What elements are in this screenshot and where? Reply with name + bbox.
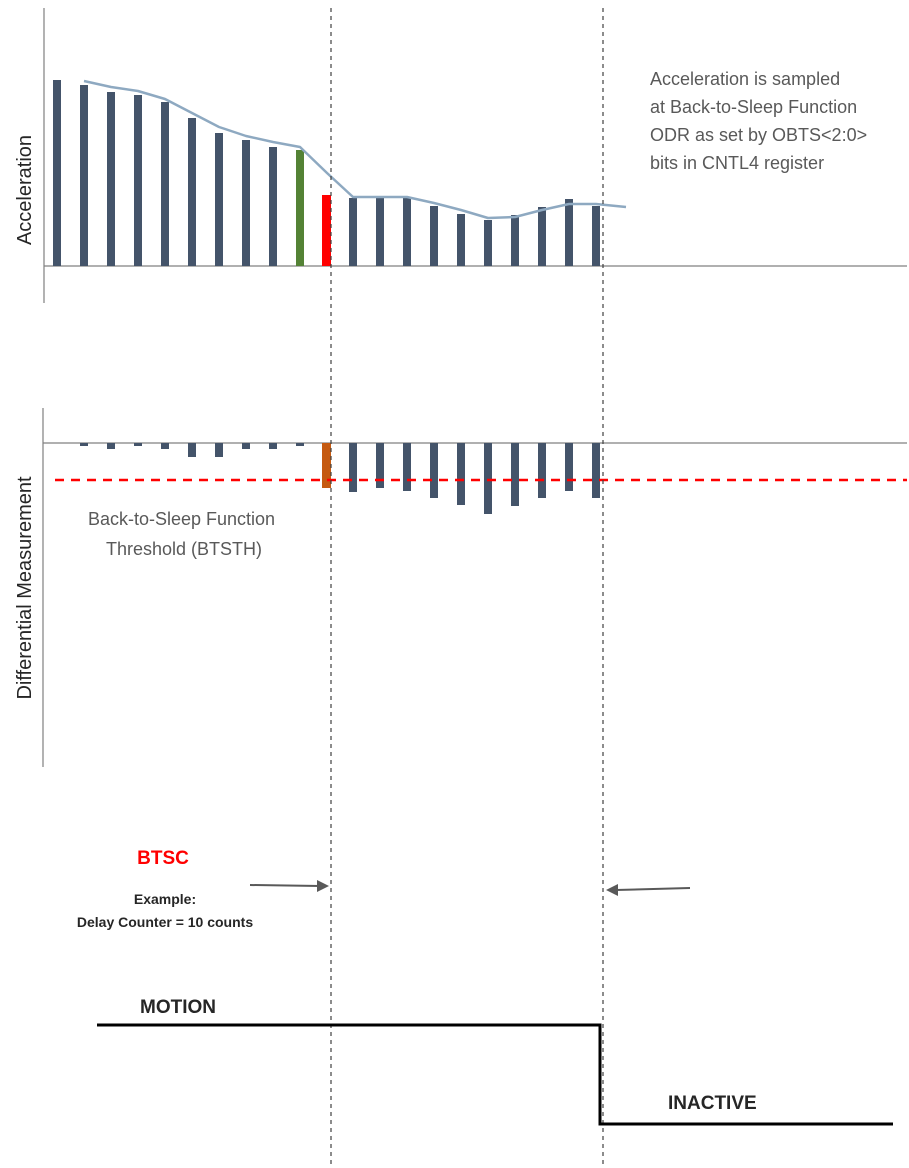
sampling-note-line: Acceleration is sampled	[650, 69, 840, 89]
acceleration-bar	[161, 102, 169, 266]
acceleration-bar	[376, 198, 384, 266]
acceleration-bar-highlight-green	[296, 150, 304, 266]
threshold-label-line: Threshold (BTSTH)	[106, 539, 262, 559]
acceleration-bar	[538, 207, 546, 266]
acceleration-bar	[134, 95, 142, 266]
differential-bar	[511, 443, 519, 506]
acceleration-bar	[269, 147, 277, 266]
differential-bar	[242, 443, 250, 449]
left-arrow-icon	[606, 884, 691, 896]
acceleration-bar	[80, 85, 88, 266]
differential-bar	[484, 443, 492, 514]
differential-bar	[269, 443, 277, 449]
differential-bar	[376, 443, 384, 488]
motion-label: MOTION	[140, 997, 216, 1018]
differential-axis-label: Differential Measurement	[14, 476, 36, 700]
acceleration-bar	[484, 220, 492, 266]
counter-example-label: Example:	[134, 891, 196, 907]
right-arrow-icon	[249, 880, 329, 892]
acceleration-bar	[403, 198, 411, 266]
differential-bar	[403, 443, 411, 491]
differential-bar	[457, 443, 465, 505]
acceleration-envelope-line	[83, 79, 627, 220]
differential-panel: Differential Measurement Back-t	[14, 408, 907, 767]
acceleration-bars	[53, 80, 600, 266]
acceleration-bar	[349, 198, 357, 266]
acceleration-bar	[565, 199, 573, 266]
sampling-note-line: bits in CNTL4 register	[650, 153, 824, 173]
counter-annotation: BTSC Example: Delay Counter = 10 counts	[77, 848, 691, 930]
differential-bar	[565, 443, 573, 491]
differential-bar-highlight-orange	[322, 443, 331, 488]
sampling-note: Acceleration is sampled at Back-to-Sleep…	[650, 69, 872, 173]
acceleration-bar	[53, 80, 61, 266]
differential-bar	[134, 443, 142, 446]
sampling-note-line: ODR as set by OBTS<2:0>	[650, 125, 867, 145]
acceleration-bar	[107, 92, 115, 266]
acceleration-bar	[457, 214, 465, 266]
differential-bar	[188, 443, 196, 457]
threshold-label-line: Back-to-Sleep Function	[88, 509, 275, 529]
differential-bar	[538, 443, 546, 498]
state-line	[97, 1023, 893, 1126]
acceleration-axis-label: Acceleration	[14, 135, 36, 245]
state-waveform: MOTION INACTIVE	[97, 997, 893, 1126]
differential-bars	[80, 443, 600, 514]
counter-example-value: Delay Counter = 10 counts	[77, 914, 253, 930]
inactive-label: INACTIVE	[668, 1093, 757, 1114]
acceleration-panel: Acceleration Acceleratio	[14, 8, 907, 303]
differential-bar	[107, 443, 115, 449]
differential-bar	[161, 443, 169, 449]
sampling-note-line: at Back-to-Sleep Function	[650, 97, 857, 117]
differential-bar	[592, 443, 600, 498]
acceleration-bar	[511, 215, 519, 266]
btsc-label: BTSC	[137, 848, 189, 869]
acceleration-bar	[242, 140, 250, 266]
acceleration-bar	[592, 206, 600, 266]
differential-bar	[296, 443, 304, 446]
differential-bar	[215, 443, 223, 457]
threshold-label: Back-to-Sleep Function Threshold (BTSTH)	[88, 509, 280, 559]
differential-bar	[80, 443, 88, 446]
acceleration-bar	[188, 118, 196, 266]
differential-bar	[430, 443, 438, 498]
differential-bar	[349, 443, 357, 492]
acceleration-bar-highlight-red	[322, 195, 331, 266]
acceleration-bar	[215, 133, 223, 266]
acceleration-bar	[430, 206, 438, 266]
